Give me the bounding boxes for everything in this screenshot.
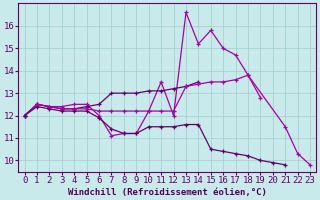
X-axis label: Windchill (Refroidissement éolien,°C): Windchill (Refroidissement éolien,°C) — [68, 188, 267, 197]
